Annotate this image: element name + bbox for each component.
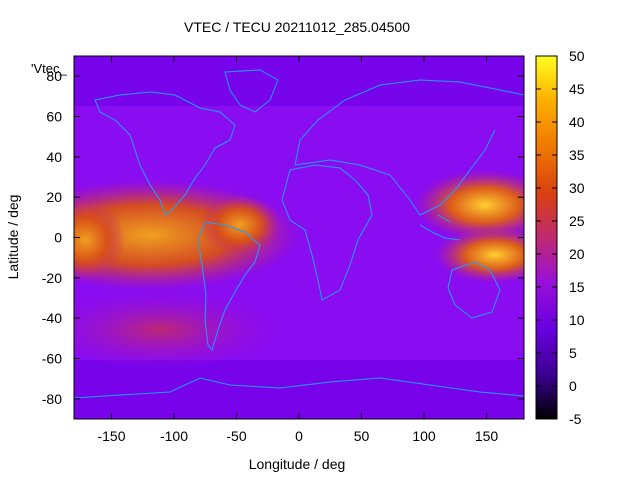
coastline-north-america <box>94 91 236 216</box>
y-tick-label: 20 <box>46 189 62 205</box>
polar-low-north <box>74 56 524 106</box>
y-tick-label: -40 <box>42 310 62 326</box>
x-tick-label: 50 <box>354 428 370 444</box>
x-tick-label: -100 <box>160 428 188 444</box>
coastlines <box>74 69 524 399</box>
colorbar-tick-label: 30 <box>569 180 585 196</box>
colorbar-tick-label: 25 <box>569 213 585 229</box>
coastline-greenland <box>224 69 279 113</box>
y-tick-label: -60 <box>42 351 62 367</box>
coastline-south-america <box>197 221 261 352</box>
y-tick-label: 40 <box>46 149 62 165</box>
anomaly-atlantic <box>200 195 280 255</box>
colorbar-tick-label: 0 <box>569 378 577 394</box>
colorbar <box>535 55 558 420</box>
colorbar-tick-label: 40 <box>569 114 585 130</box>
colorbar-tick-label: 50 <box>569 48 585 64</box>
colorbar-tick-label: 10 <box>569 312 585 328</box>
coastline-eurasia <box>294 79 524 216</box>
x-tick-label: 150 <box>475 428 499 444</box>
colorbar-tick-label: 5 <box>569 345 577 361</box>
y-tick-label: 0 <box>54 230 62 246</box>
colorbar-tick-label: 45 <box>569 81 585 97</box>
y-tick-label: 80 <box>46 68 62 84</box>
x-axis-label: Longitude / deg <box>249 456 346 472</box>
x-tick-label: -50 <box>226 428 246 444</box>
colorbar-tick-label: 15 <box>569 279 585 295</box>
key-label: 'Vtec_ <box>31 61 67 76</box>
colorbar-axis: -5 0 5 10 15 20 25 30 35 40 45 50 <box>536 48 585 427</box>
y-tick-label: -80 <box>42 391 62 407</box>
y-tick-label: 60 <box>46 109 62 125</box>
x-tick-label: -150 <box>97 428 125 444</box>
x-tick-label: 0 <box>295 428 303 444</box>
y-axis: -80 -60 -40 -20 0 20 40 60 80 <box>42 68 524 407</box>
coastline-africa <box>281 164 373 301</box>
anomaly-pacific-south <box>435 227 524 283</box>
polar-low-south <box>74 360 524 419</box>
mid-lat-warm-south <box>74 290 280 370</box>
colorbar-tick-label: -5 <box>569 411 582 427</box>
colorbar-tick-label: 35 <box>569 147 585 163</box>
x-tick-label: 100 <box>412 428 436 444</box>
chart-title: VTEC / TECU 20211012_285.04500 <box>184 19 410 35</box>
x-axis: -150 -100 -50 0 50 100 150 <box>97 56 498 444</box>
y-axis-label: Latitude / deg <box>5 195 21 280</box>
y-tick-label: -20 <box>42 270 62 286</box>
colorbar-tick-label: 20 <box>569 246 585 262</box>
coastline-australia <box>447 261 501 319</box>
heatmap-field <box>74 56 524 419</box>
anomaly-pacific-north <box>415 170 524 240</box>
coastline-antarctica <box>74 377 524 399</box>
anomaly-pacific-west-edge <box>74 200 125 280</box>
coastline-indonesia <box>419 214 461 241</box>
